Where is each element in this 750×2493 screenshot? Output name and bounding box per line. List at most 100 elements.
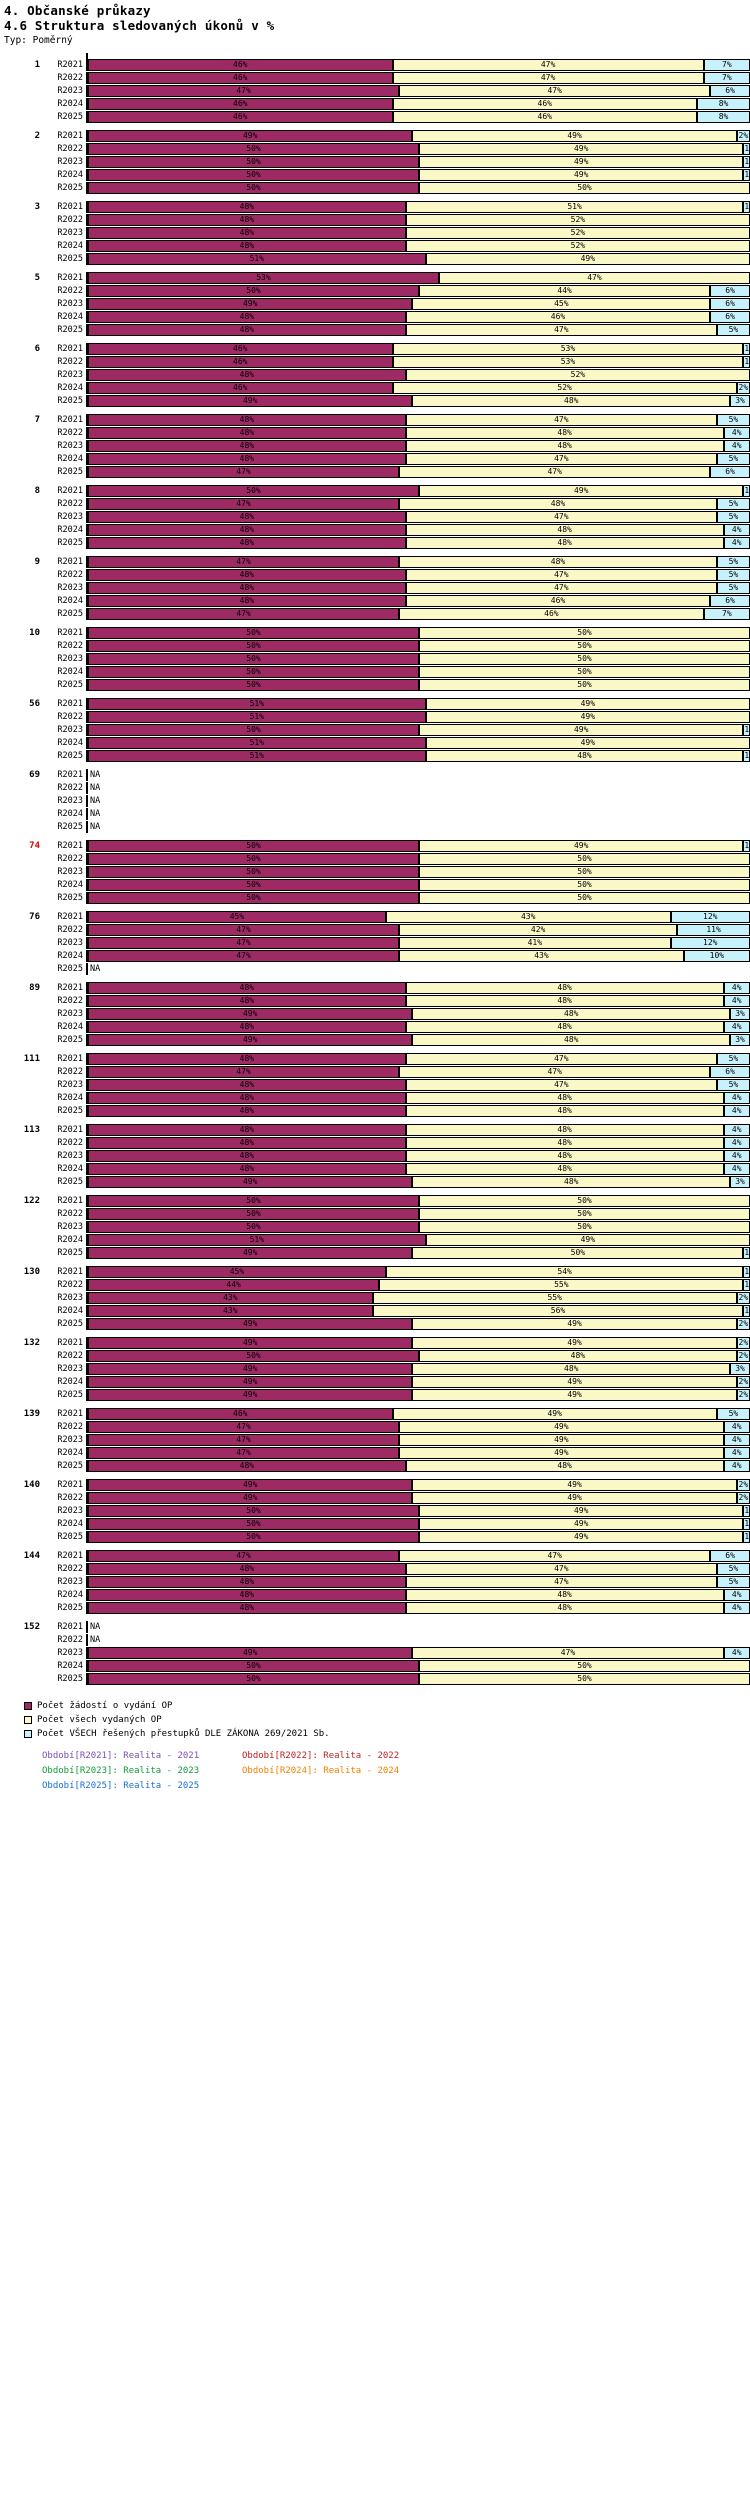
bar-row: R2024 NA <box>0 808 750 820</box>
period-label: R2021 <box>57 1267 83 1277</box>
bar-segment: 47% <box>399 466 711 478</box>
bar-row: R2023 48% 47% 5% <box>0 582 750 594</box>
bar-segment: 50% <box>88 143 419 155</box>
group-id-label <box>0 737 46 749</box>
na-value: NA <box>90 822 101 832</box>
group-id-label: 89 <box>29 983 40 993</box>
bar-group: 5 R2021 53% 47% R2022 50% 44% 6% R2023 49% 45% 6% R2… <box>0 272 750 336</box>
bar-row: R2025 48% 47% 5% <box>0 324 750 336</box>
bar-segment: 48% <box>88 240 406 252</box>
bar-track: 47% 49% 4% <box>88 1447 750 1459</box>
bar-track: NA <box>88 808 750 820</box>
bar-track: 50%49%1% <box>88 169 750 181</box>
bar-segment: 1% <box>743 485 750 497</box>
bar-segment: 46% <box>88 356 393 368</box>
group-id-label: 113 <box>23 1125 40 1135</box>
bar-group: 8R202150%49%1%R202247%48%5%R202348%47%5%… <box>0 485 750 549</box>
bar-segment: 44% <box>88 1279 380 1291</box>
bar-track: 47% 43% 10% <box>88 950 750 962</box>
period-label: R2025 <box>57 183 83 193</box>
bar-track: NA <box>88 821 750 833</box>
bar-group: 10 R2021 50% 50% R2022 50% 50% R2023 50% 50% R2024… <box>0 627 750 691</box>
group-id-label: 9 <box>34 557 40 567</box>
period-legend-row: Období[R2023]: Realita - 2023 Období[R202… <box>42 1766 750 1781</box>
bar-segment: 4% <box>723 1105 750 1117</box>
axis-tick <box>86 98 88 110</box>
bar-segment: 52% <box>405 369 750 381</box>
bar-segment: 48% <box>412 1363 731 1375</box>
bar-segment: 46% <box>88 343 393 355</box>
period-label: R2021 <box>57 415 83 425</box>
group-id-label <box>0 1460 46 1472</box>
bar-segment: 49% <box>88 1176 413 1188</box>
bar-row: R2024 50% 50% <box>0 1660 750 1672</box>
bar-segment: 49% <box>419 1531 744 1543</box>
bar-row: 7 R2021 48% 47% 5% <box>0 414 750 426</box>
axis-tick <box>86 1647 88 1659</box>
axis-tick <box>86 840 88 852</box>
bar-row: R2025 51% 49% <box>0 253 750 265</box>
axis-tick <box>86 382 88 394</box>
group-id-label <box>0 937 46 949</box>
bar-row: 8 R2021 50%49%1% <box>0 485 750 497</box>
axis-tick <box>86 1460 88 1472</box>
axis-tick <box>86 1660 88 1672</box>
bar-segment: 49% <box>412 1376 737 1388</box>
bar-segment: 49% <box>419 724 744 736</box>
bar-row: R2025 49% 49% 2% <box>0 1318 750 1330</box>
bar-row: R2024 50% 50% <box>0 666 750 678</box>
bar-track: 47% 49% 4% <box>88 1421 750 1433</box>
group-id-label <box>0 1492 46 1504</box>
bar-segment: 49% <box>88 1647 413 1659</box>
axis-tick <box>86 1621 88 1633</box>
bar-segment: 49% <box>88 130 413 142</box>
group-id-label <box>0 1376 46 1388</box>
group-id-label <box>0 1208 46 1220</box>
bar-segment: 49% <box>88 1479 413 1491</box>
axis-tick <box>86 853 88 865</box>
axis-tick <box>86 1163 88 1175</box>
period-label: R2025 <box>57 1177 83 1187</box>
axis-tick <box>86 298 88 310</box>
group-id-label <box>0 1434 46 1446</box>
bar-segment: 4% <box>723 1421 750 1433</box>
bar-segment: 46% <box>399 608 704 620</box>
period-label: R2021 <box>57 344 83 354</box>
bar-segment: 47% <box>405 324 717 336</box>
period-label: R2023 <box>57 299 83 309</box>
bar-segment: 48% <box>88 453 406 465</box>
bar-row: R2023 50% 50% <box>0 866 750 878</box>
period-label: R2024 <box>57 596 83 606</box>
bar-row: R2024 47% 43% 10% <box>0 950 750 962</box>
na-value: NA <box>90 796 101 806</box>
axis-tick <box>86 1234 88 1246</box>
group-id-label <box>0 1602 46 1614</box>
group-id-label <box>0 679 46 691</box>
bar-segment: 4% <box>723 524 750 536</box>
period-label: R2024 <box>57 525 83 535</box>
bar-row: R2025 50% 50% <box>0 182 750 194</box>
bar-row: R2025 46% 46% 8% <box>0 111 750 123</box>
bar-segment: 49% <box>412 1318 737 1330</box>
bar-segment: 47% <box>392 59 704 71</box>
bar-segment: 51% <box>88 737 426 749</box>
bar-segment: 50% <box>88 724 419 736</box>
bar-row: 144 R2021 47% 47% 6% <box>0 1550 750 1562</box>
bar-segment: 48% <box>405 1137 724 1149</box>
bar-segment: 49% <box>88 1247 413 1259</box>
bar-segment: 48% <box>88 369 406 381</box>
axis-tick <box>86 227 88 239</box>
bar-track: 48% 46% 6% <box>88 311 750 323</box>
axis-tick <box>86 1602 88 1614</box>
bar-segment: 47% <box>405 414 717 426</box>
bar-segment: 45% <box>88 911 386 923</box>
bar-segment: 1% <box>743 201 750 213</box>
bar-row: 2 R2021 49% 49% 2% <box>0 130 750 142</box>
bar-segment: 48% <box>88 582 406 594</box>
bar-segment: 48% <box>412 395 731 407</box>
bar-segment: 48% <box>88 324 406 336</box>
bar-segment: 49% <box>412 1479 737 1491</box>
axis-tick <box>86 453 88 465</box>
bar-segment: 4% <box>723 1021 750 1033</box>
axis-tick <box>86 769 88 781</box>
